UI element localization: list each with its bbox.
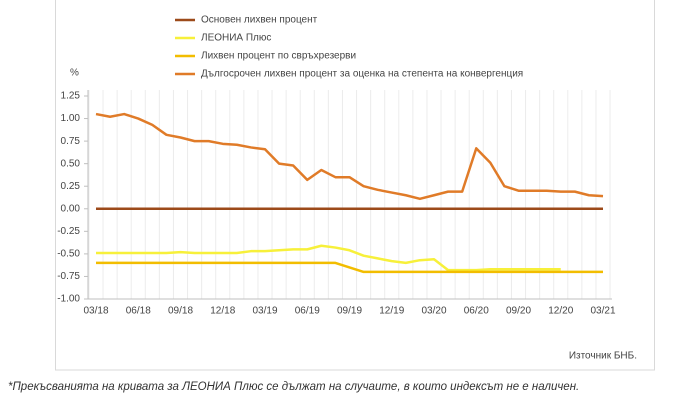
y-tick-label: -0.75 (57, 271, 80, 282)
chart-frame (55, 0, 655, 371)
y-tick-label: -0.50 (57, 249, 80, 260)
y-tick-label: 0.00 (61, 203, 81, 214)
legend-label: Дългосрочен лихвен процент за оценка на … (201, 69, 523, 80)
x-tick-label: 09/19 (337, 306, 362, 317)
y-tick-label: 1.25 (61, 91, 81, 102)
legend-label: Основен лихвен процент (201, 15, 318, 26)
x-tick-label: 03/19 (252, 306, 277, 317)
series-line (96, 261, 603, 274)
x-tick-label: 12/20 (548, 306, 573, 317)
x-tick-label: 03/18 (83, 306, 108, 317)
x-tick-label: 03/20 (421, 306, 446, 317)
x-tick-label: 12/19 (379, 306, 404, 317)
y-unit: % (70, 68, 79, 79)
legend-label: ЛЕОНИА Плюс (201, 33, 271, 44)
x-tick-label: 06/20 (464, 306, 489, 317)
legend-label: Лихвен процент по свръхрезерви (201, 51, 356, 62)
x-tick-label: 12/18 (210, 306, 235, 317)
footnote: *Прекъсванията на кривата за ЛЕОНИА Плюс… (8, 381, 579, 393)
series-line (96, 244, 561, 272)
x-tick-label: 06/18 (126, 306, 151, 317)
x-tick-label: 03/21 (590, 306, 615, 317)
y-tick-label: -1.00 (57, 294, 80, 305)
series-line (95, 112, 604, 201)
y-tick-label: -0.25 (57, 226, 80, 237)
y-tick-label: 0.25 (61, 181, 81, 192)
source: Източник БНБ. (569, 351, 637, 362)
x-tick-label: 09/20 (506, 306, 531, 317)
y-tick-label: 0.50 (61, 158, 81, 169)
y-tick-label: 0.75 (61, 136, 81, 147)
y-tick-label: 1.00 (61, 113, 81, 124)
x-tick-label: 09/18 (168, 306, 193, 317)
x-tick-label: 06/19 (295, 306, 320, 317)
